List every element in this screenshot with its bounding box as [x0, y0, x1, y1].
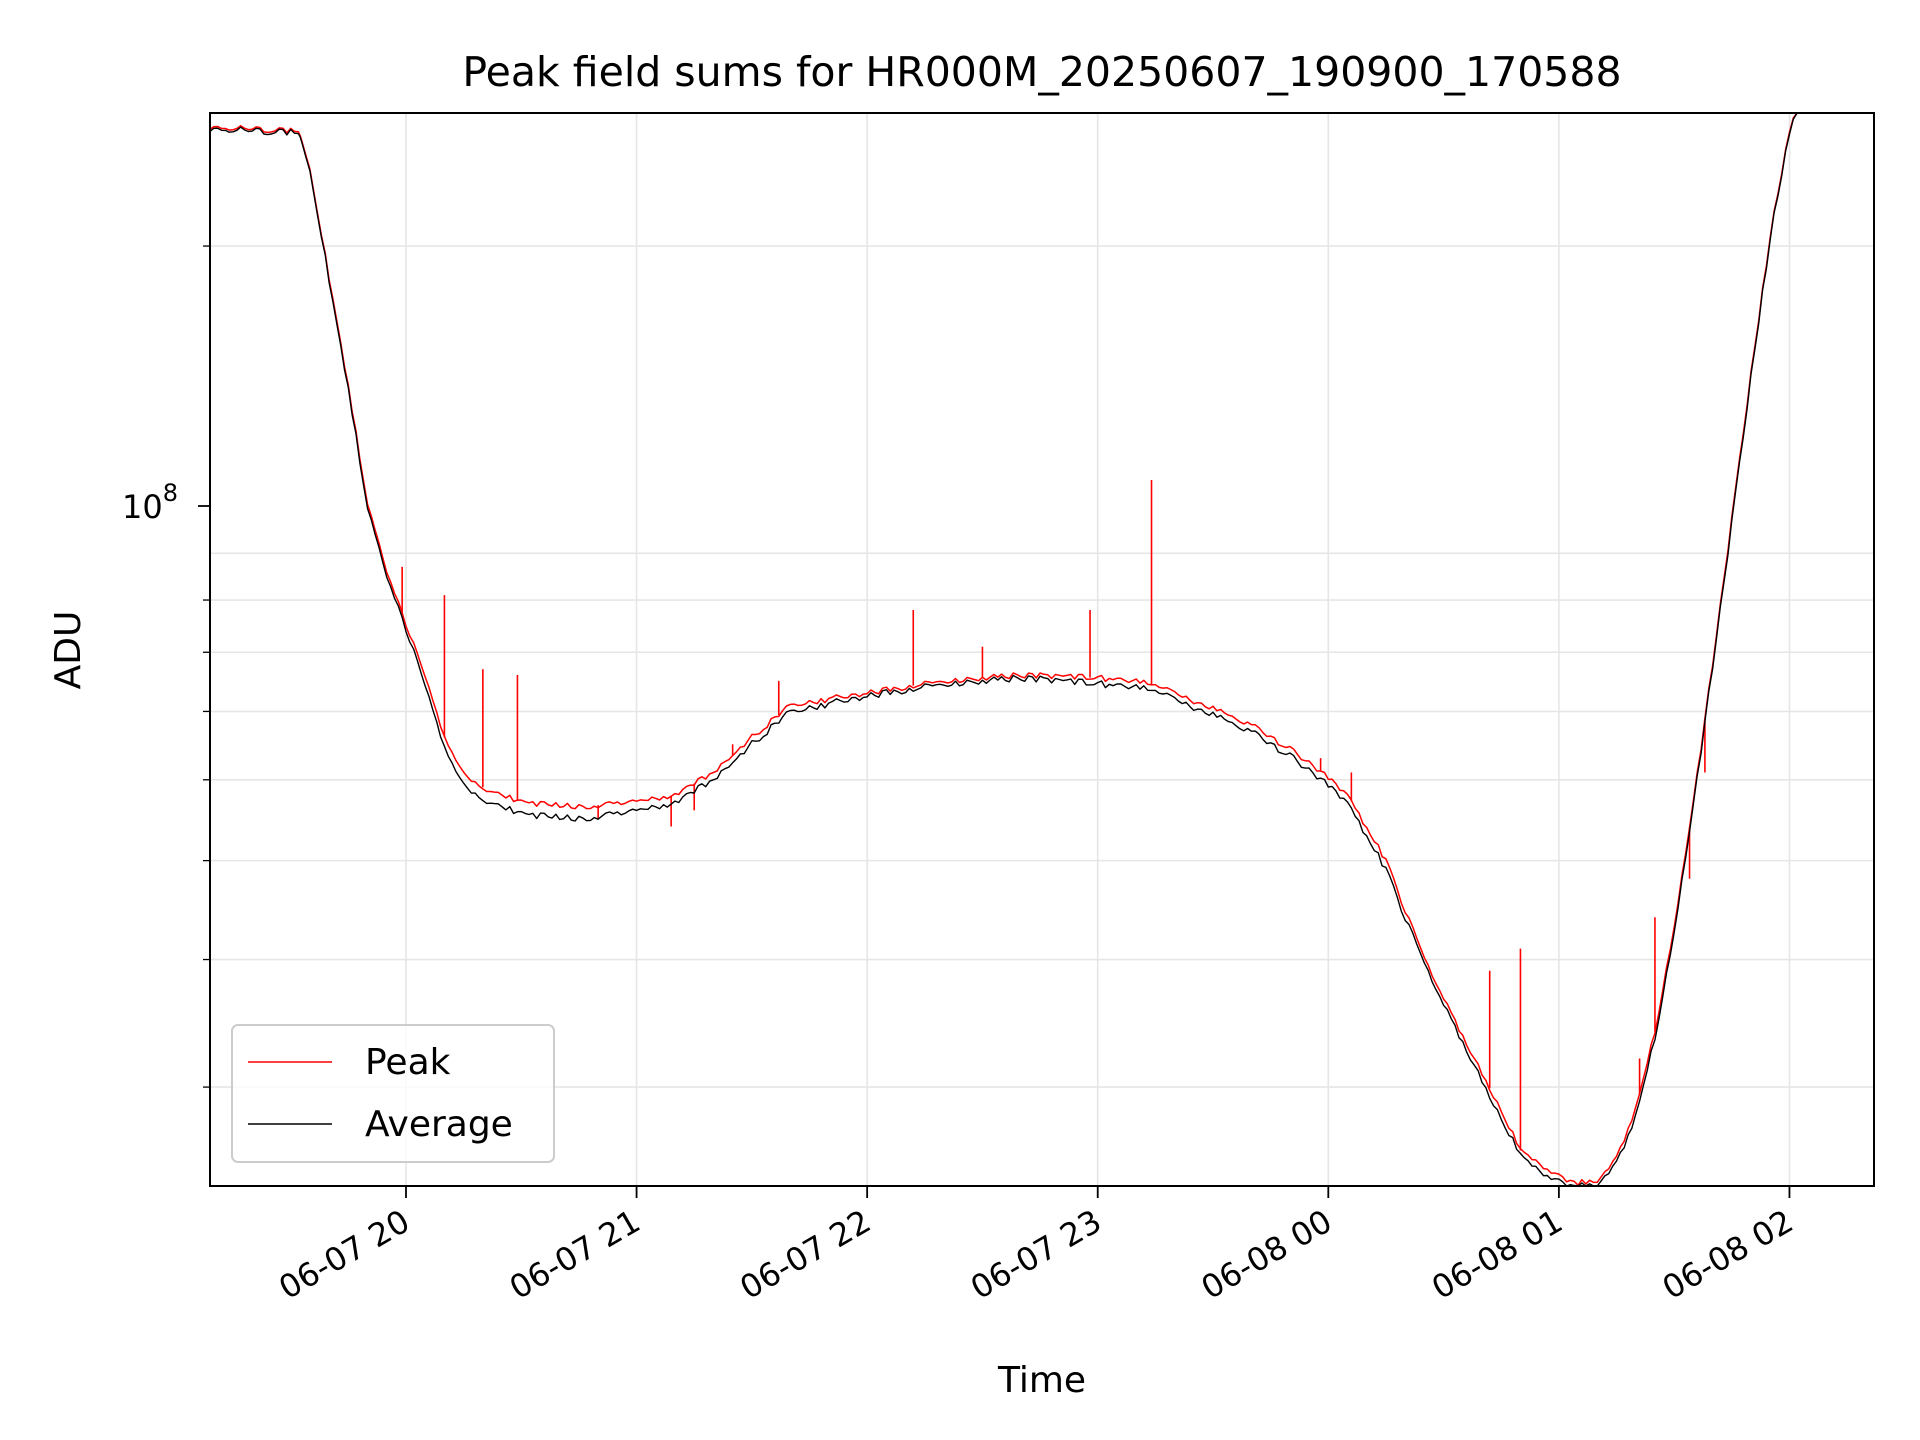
plot-frame — [209, 112, 1875, 1187]
y-axis-label: ADU — [48, 611, 89, 690]
chart-title: Peak field sums for HR000M_20250607_1909… — [462, 48, 1621, 96]
legend-label-average: Average — [365, 1104, 513, 1145]
y-axis: 108 — [122, 245, 210, 1088]
legend-label-peak: Peak — [365, 1042, 451, 1083]
grid — [210, 113, 1874, 1186]
x-axis-label: Time — [997, 1360, 1086, 1401]
y-tick-label: 108 — [122, 479, 178, 526]
legend: Peak Average — [231, 1024, 555, 1163]
y-minor-ticks — [203, 245, 210, 1088]
legend-box — [231, 1024, 555, 1163]
series-line-peak — [209, 112, 1874, 1186]
